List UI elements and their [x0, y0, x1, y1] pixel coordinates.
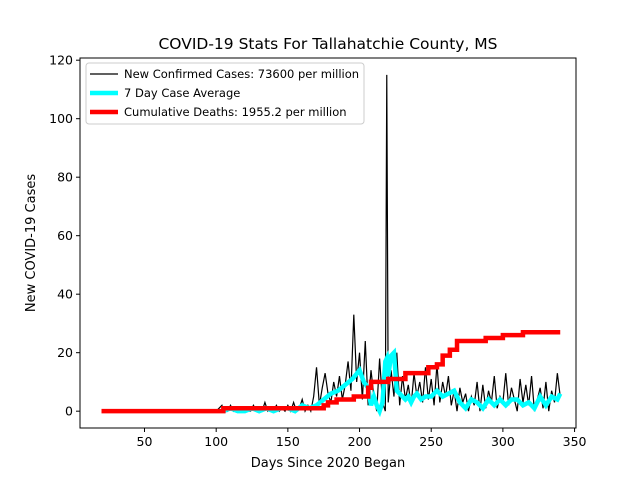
legend: New Confirmed Cases: 73600 per million 7… [85, 62, 365, 125]
y-tick-label: 0 [65, 404, 73, 419]
x-tick-label: 150 [276, 434, 300, 449]
plot-frame [79, 57, 577, 429]
series-cumulative-deaths-line [101, 329, 561, 414]
legend-box [85, 62, 365, 125]
legend-label-new-cases: New Confirmed Cases: 73600 per million [124, 67, 359, 81]
legend-label-deaths: Cumulative Deaths: 1955.2 per million [124, 105, 347, 119]
x-axis: 50 100 150 200 250 300 350 [137, 428, 587, 449]
y-axis-label: New COVID-19 Cases [24, 174, 39, 312]
x-tick-label: 50 [137, 434, 153, 449]
y-tick-label: 40 [57, 287, 73, 302]
y-tick-label: 60 [57, 228, 73, 243]
x-tick-label: 300 [491, 434, 515, 449]
x-tick-label: 200 [348, 434, 372, 449]
x-tick-label: 250 [419, 434, 443, 449]
x-axis-label: Days Since 2020 Began [251, 456, 406, 471]
legend-label-seven-day: 7 Day Case Average [124, 86, 240, 100]
x-tick-label: 350 [563, 434, 587, 449]
y-tick-label: 20 [57, 345, 73, 360]
y-tick-label: 100 [49, 111, 73, 126]
y-tick-label: 120 [49, 53, 73, 68]
series-layer [101, 74, 563, 418]
y-axis: 0 20 40 60 80 100 120 [49, 53, 80, 419]
x-tick-label: 100 [204, 434, 228, 449]
chart-title: COVID-19 Stats For Tallahatchie County, … [158, 35, 497, 53]
y-tick-label: 80 [57, 170, 73, 185]
